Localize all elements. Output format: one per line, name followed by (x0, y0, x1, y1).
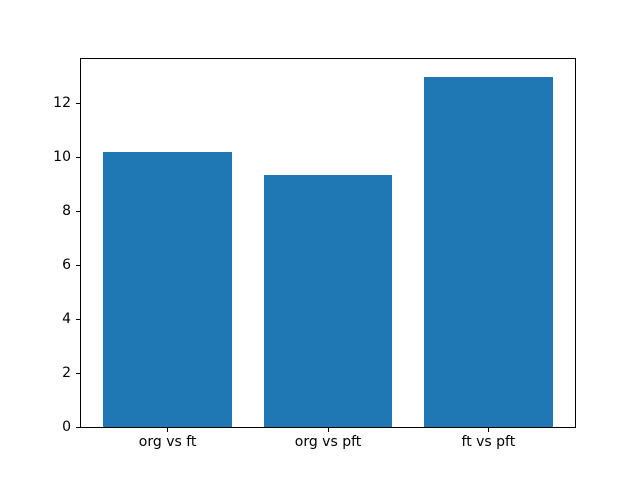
y-tick-label: 12 (53, 95, 71, 112)
y-tick-mark (76, 264, 80, 266)
plot-area: 0 2 4 6 8 10 12 org vs ft org vs pft ft vs pft (53, 58, 576, 449)
y-tick-label: 2 (62, 365, 71, 382)
bar-org-vs-pft (263, 175, 393, 427)
y-tick-mark (76, 210, 80, 212)
y-tick-mark (76, 102, 80, 104)
x-tick-label: org vs ft (138, 434, 197, 450)
y-tick-label: 8 (62, 203, 71, 220)
y-tick-mark (76, 156, 80, 158)
y-tick-label: 6 (62, 257, 71, 274)
bar-ft-vs-pft (424, 76, 553, 427)
bar-org-vs-ft (103, 152, 232, 427)
y-tick-mark (76, 372, 80, 374)
y-tick-mark (76, 426, 80, 428)
x-tick-label: org vs pft (294, 434, 362, 450)
x-tick-mark (487, 428, 489, 432)
y-tick-mark (76, 318, 80, 320)
y-tick-label: 0 (62, 419, 71, 435)
x-tick-label: ft vs pft (461, 434, 516, 450)
y-tick-label: 4 (62, 311, 71, 328)
y-tick-label: 10 (53, 149, 71, 166)
x-tick-mark (167, 428, 169, 432)
x-tick-mark (327, 428, 329, 432)
